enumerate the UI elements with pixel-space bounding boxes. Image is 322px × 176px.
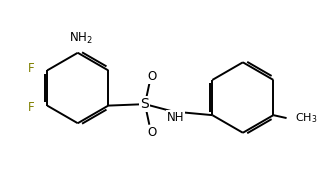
Text: NH: NH: [167, 111, 185, 124]
Text: F: F: [28, 62, 34, 76]
Text: S: S: [141, 97, 149, 111]
Text: O: O: [148, 125, 157, 139]
Text: CH$_3$: CH$_3$: [295, 111, 318, 125]
Text: NH$_2$: NH$_2$: [69, 31, 93, 46]
Text: F: F: [28, 100, 34, 114]
Text: O: O: [148, 70, 157, 83]
